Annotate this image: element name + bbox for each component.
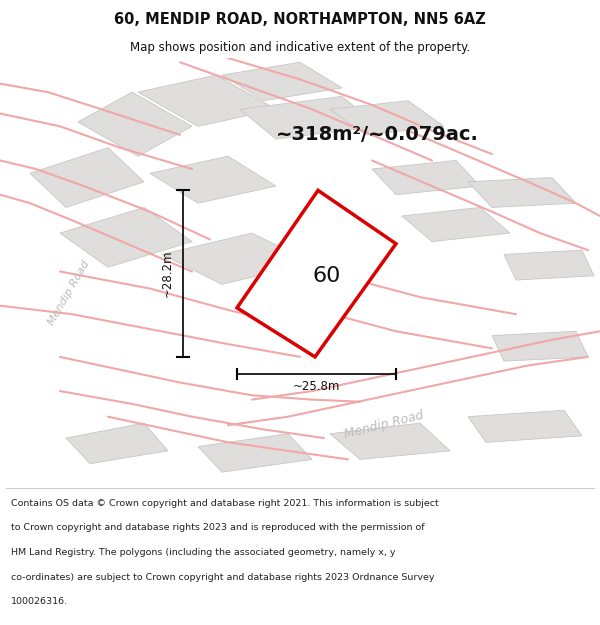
Text: 100026316.: 100026316.: [11, 597, 68, 606]
Polygon shape: [468, 177, 576, 208]
Polygon shape: [372, 161, 480, 194]
Polygon shape: [330, 423, 450, 459]
Text: Mendip Road: Mendip Road: [46, 259, 92, 327]
Text: ~25.8m: ~25.8m: [293, 380, 340, 393]
Polygon shape: [330, 101, 444, 135]
Polygon shape: [150, 156, 276, 203]
Text: co-ordinates) are subject to Crown copyright and database rights 2023 Ordnance S: co-ordinates) are subject to Crown copyr…: [11, 572, 434, 581]
Text: 60: 60: [313, 266, 341, 286]
Polygon shape: [240, 96, 378, 139]
Polygon shape: [78, 92, 192, 156]
Text: HM Land Registry. The polygons (including the associated geometry, namely x, y: HM Land Registry. The polygons (includin…: [11, 548, 395, 557]
Polygon shape: [60, 208, 192, 268]
Text: Mendip Road: Mendip Road: [343, 409, 425, 441]
Text: ~318m²/~0.079ac.: ~318m²/~0.079ac.: [276, 126, 479, 144]
Polygon shape: [198, 434, 312, 472]
Text: ~28.2m: ~28.2m: [160, 250, 173, 298]
Polygon shape: [66, 423, 168, 464]
Polygon shape: [138, 75, 276, 126]
Text: 60, MENDIP ROAD, NORTHAMPTON, NN5 6AZ: 60, MENDIP ROAD, NORTHAMPTON, NN5 6AZ: [114, 12, 486, 27]
Polygon shape: [237, 191, 396, 357]
Text: Map shows position and indicative extent of the property.: Map shows position and indicative extent…: [130, 41, 470, 54]
Text: to Crown copyright and database rights 2023 and is reproduced with the permissio: to Crown copyright and database rights 2…: [11, 524, 424, 532]
Text: Contains OS data © Crown copyright and database right 2021. This information is : Contains OS data © Crown copyright and d…: [11, 499, 439, 508]
Polygon shape: [30, 148, 144, 208]
Polygon shape: [468, 410, 582, 442]
Polygon shape: [492, 331, 588, 361]
Polygon shape: [162, 233, 312, 284]
Polygon shape: [402, 208, 510, 242]
Polygon shape: [222, 62, 342, 101]
Polygon shape: [504, 250, 594, 280]
